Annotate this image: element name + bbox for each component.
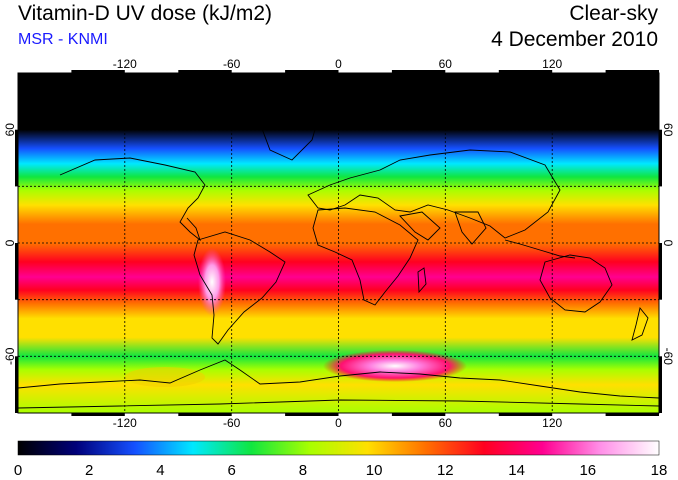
frame-segment — [15, 129, 18, 187]
colorbar-tick-label: 6 — [228, 462, 236, 479]
colorbar-tick-label: 8 — [299, 462, 307, 479]
map-title: Vitamin-D UV dose (kJ/m2) — [18, 2, 273, 25]
frame-segment — [71, 70, 125, 73]
coast-madagascar — [417, 267, 427, 294]
frame-segment — [659, 356, 662, 413]
colorbar-tick-label: 4 — [156, 462, 164, 479]
colorbar-tick-label: 12 — [437, 462, 454, 479]
frame-segment — [285, 413, 339, 416]
lat-label-left: 0 — [3, 239, 17, 246]
lon-labels-bottom: -120 -60 0 60 120 — [113, 416, 563, 430]
frame-segments — [15, 70, 662, 416]
lat-label-left: 60 — [3, 123, 17, 137]
lon-label-top: 120 — [542, 57, 562, 71]
colorbar-tick-label: 16 — [579, 462, 596, 479]
lon-label-bottom: 0 — [335, 416, 342, 430]
colorbar-tick-label: 0 — [14, 462, 22, 479]
weddell-yellow-patch — [125, 367, 205, 387]
lat-labels-right: 60 0 -60 — [661, 123, 675, 365]
colorbar-tick-label: 2 — [85, 462, 93, 479]
colorbar-tick-label: 10 — [366, 462, 383, 479]
colorbar-tick-label: 14 — [508, 462, 525, 479]
lon-label-top: -120 — [113, 57, 137, 71]
coast-india — [454, 211, 487, 245]
frame-segment — [178, 70, 232, 73]
coast-greenland — [254, 99, 321, 161]
frame-segment — [391, 70, 446, 73]
frame-segment — [391, 413, 446, 416]
colorbar-labels: 0 2 4 6 8 10 12 14 16 18 — [14, 462, 668, 479]
coast-antarctica — [18, 359, 659, 399]
colorbar-tick-label: 18 — [651, 462, 668, 479]
coast-arabia — [399, 211, 441, 241]
lat-label-right: -60 — [661, 348, 675, 366]
lon-label-bottom: 120 — [542, 416, 562, 430]
coast-new-zealand — [631, 306, 649, 341]
lon-label-bottom: -120 — [113, 416, 137, 430]
graticule — [18, 73, 659, 413]
lat-label-right: 60 — [661, 123, 675, 137]
frame-segment — [605, 70, 659, 73]
lat-labels-left: 60 0 -60 — [3, 123, 17, 365]
frame-segment — [659, 243, 662, 300]
colorbar — [17, 440, 660, 456]
coast-africa — [312, 207, 419, 306]
coast-north-america — [59, 157, 206, 242]
frame-segment — [498, 70, 553, 73]
lon-label-top: -60 — [223, 57, 241, 71]
coast-australia — [539, 254, 613, 313]
lat-label-left: -60 — [3, 347, 17, 365]
coast-south-america — [193, 231, 286, 345]
date-label: 4 December 2010 — [491, 28, 658, 51]
lon-label-top: 0 — [335, 57, 342, 71]
coast-eurasia — [307, 149, 561, 239]
andes-hotspot — [198, 248, 226, 316]
frame-segment — [71, 413, 125, 416]
frame-segment — [178, 413, 232, 416]
frame-segment — [659, 129, 662, 187]
source-label: MSR - KNMI — [18, 31, 108, 48]
sky-condition-label: Clear-sky — [569, 2, 658, 25]
frame-segment — [15, 243, 18, 300]
frame-segment — [498, 413, 553, 416]
lat-label-right: 0 — [661, 240, 675, 247]
coast-antarctic-shelf — [18, 399, 659, 409]
frame-segment — [285, 70, 339, 73]
lon-label-bottom: -60 — [223, 416, 241, 430]
lon-label-bottom: 60 — [439, 416, 453, 430]
frame-segment — [15, 356, 18, 413]
frame-segment — [605, 413, 659, 416]
lon-label-top: 60 — [439, 57, 453, 71]
coastlines — [18, 99, 659, 409]
lon-labels-top: -120 -60 0 60 120 — [113, 57, 563, 71]
map-field — [18, 73, 659, 413]
